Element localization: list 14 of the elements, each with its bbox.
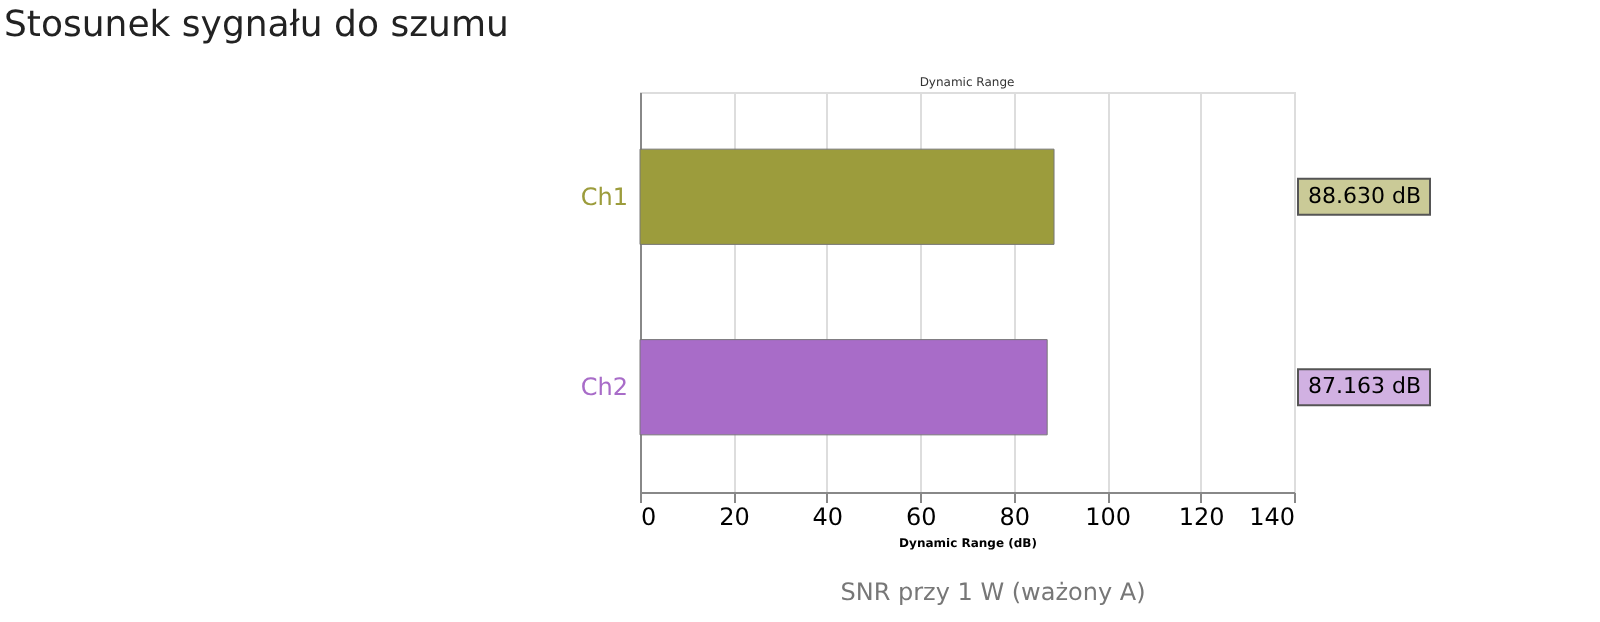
data-label: 87.163 dB — [1308, 373, 1422, 400]
y-tick-label: Ch2 — [580, 373, 628, 402]
x-tick-label: 0 — [641, 503, 657, 531]
x-tick-label: 120 — [1178, 503, 1225, 531]
x-tick-label: 140 — [1249, 503, 1295, 531]
x-tick-label: 60 — [906, 503, 937, 531]
data-label: 88.630 dB — [1308, 182, 1422, 209]
y-tick-label: Ch1 — [580, 182, 628, 211]
x-tick-label: 100 — [1085, 503, 1132, 531]
x-tick-label: 20 — [719, 503, 750, 531]
text: Stosunek sygnału do szumu — [4, 4, 509, 46]
x-tick-label: 80 — [999, 503, 1030, 531]
x-tick-label: 40 — [812, 503, 844, 531]
text: SNR przy 1 W (ważony A) — [840, 578, 1146, 606]
